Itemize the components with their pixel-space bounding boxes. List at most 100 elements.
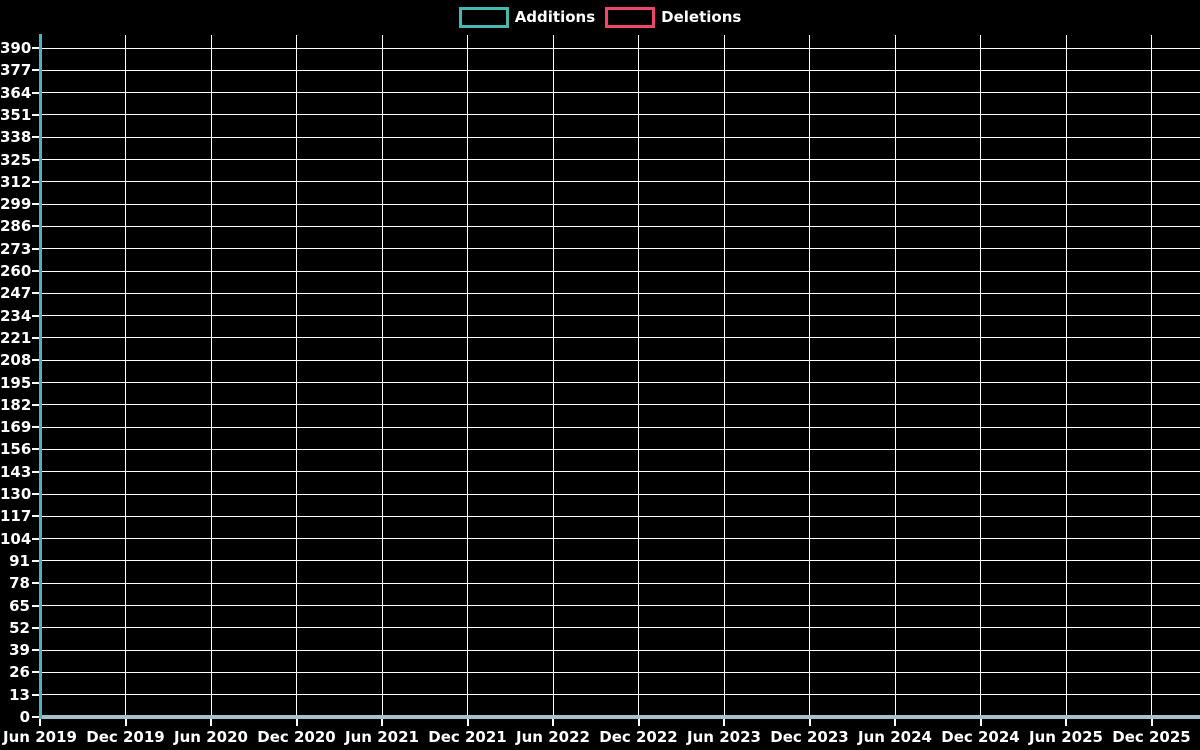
y-gridline — [40, 694, 1200, 696]
y-axis-tick — [32, 91, 40, 94]
legend-item-deletions[interactable]: Deletions — [605, 6, 741, 28]
legend-item-additions[interactable]: Additions — [458, 6, 596, 28]
y-gridline — [40, 203, 1200, 205]
y-axis-tick-label: 299 — [0, 195, 32, 214]
x-axis-tick — [381, 717, 383, 726]
x-axis-tick — [124, 717, 127, 726]
x-axis-tick — [466, 717, 469, 726]
y-gridline — [40, 627, 1200, 629]
y-axis-tick-label: 364 — [0, 83, 32, 102]
y-axis-tick-label: 182 — [0, 395, 32, 414]
y-gridline — [40, 337, 1200, 339]
x-axis-tick — [39, 717, 41, 726]
y-gridline — [40, 225, 1200, 227]
y-axis-tick — [32, 559, 40, 562]
y-gridline — [40, 538, 1200, 540]
y-axis-tick-label: 65 — [9, 596, 30, 615]
y-gridline — [40, 426, 1200, 428]
y-axis-tick-label: 13 — [9, 685, 30, 704]
x-gridline — [1151, 35, 1152, 717]
x-gridline — [381, 35, 383, 717]
y-axis-tick — [32, 381, 40, 384]
y-gridline — [40, 292, 1200, 294]
x-gridline — [638, 35, 639, 717]
y-gridline — [40, 270, 1200, 272]
y-gridline — [40, 605, 1200, 606]
y-gridline — [40, 649, 1200, 651]
y-axis-tick — [32, 359, 40, 362]
y-gridline — [40, 315, 1200, 317]
y-axis-tick — [32, 426, 40, 429]
chart-legend: Additions Deletions — [0, 6, 1200, 28]
y-axis-tick-label: 117 — [0, 507, 32, 526]
series-zero-line — [40, 715, 1200, 719]
y-axis-tick — [32, 225, 40, 228]
x-gridline — [125, 35, 126, 717]
y-axis-tick — [32, 113, 40, 116]
y-axis-tick-label: 260 — [0, 262, 32, 280]
y-axis-tick-label: 377 — [0, 61, 32, 80]
y-gridline — [40, 47, 1200, 49]
x-axis-tick — [979, 717, 982, 726]
y-axis-tick — [32, 515, 40, 518]
y-axis-tick — [32, 292, 40, 295]
legend-label: Additions — [514, 8, 596, 26]
y-axis-tick-label: 169 — [0, 418, 32, 437]
y-gridline — [40, 404, 1200, 406]
y-axis-tick — [32, 582, 40, 585]
y-axis-tick-label: 273 — [0, 239, 32, 258]
y-axis-tick — [32, 537, 40, 540]
y-axis-tick-label: 221 — [0, 328, 32, 347]
x-gridline — [809, 35, 810, 717]
x-gridline — [210, 35, 212, 717]
y-gridline — [40, 515, 1200, 517]
x-axis-tick — [808, 717, 811, 726]
y-gridline — [40, 69, 1200, 71]
y-axis-tick-label: 91 — [9, 551, 30, 570]
y-gridline — [40, 560, 1200, 562]
y-gridline — [40, 582, 1200, 584]
y-gridline — [40, 671, 1200, 673]
y-axis-tick — [32, 136, 40, 139]
y-axis-tick — [32, 649, 40, 652]
y-axis-tick-label: 208 — [0, 351, 32, 370]
y-axis-tick-label: 338 — [0, 128, 32, 147]
y-axis-tick — [32, 671, 40, 674]
y-axis-tick-label: 26 — [9, 663, 30, 682]
x-axis-tick-label: Dec 2025 — [1112, 728, 1191, 746]
x-axis-tick — [894, 717, 896, 726]
x-axis-tick-label: Jun 2022 — [516, 728, 590, 746]
x-axis-tick — [295, 717, 298, 726]
x-gridline — [552, 35, 554, 717]
y-axis-tick-label: 312 — [0, 172, 32, 191]
x-axis-tick — [552, 717, 554, 726]
legend-marker-additions — [458, 6, 509, 28]
x-axis-tick-label: Dec 2022 — [599, 728, 678, 746]
y-axis-tick-label: 351 — [0, 105, 32, 124]
x-axis-tick-label: Jun 2019 — [3, 728, 77, 746]
y-axis-tick — [32, 69, 40, 72]
y-axis-tick-label: 325 — [0, 150, 32, 169]
y-axis-tick — [32, 158, 40, 161]
y-axis-tick-label: 234 — [0, 306, 32, 325]
y-axis-tick-label: 0 — [19, 708, 30, 726]
legend-marker-deletions — [605, 6, 656, 28]
x-axis-tick — [1065, 717, 1067, 726]
y-axis-tick-label: 78 — [9, 574, 30, 593]
y-gridline — [40, 92, 1200, 94]
x-gridline — [980, 35, 981, 717]
x-axis-tick — [723, 717, 725, 726]
y-gridline — [40, 471, 1200, 473]
y-gridline — [40, 382, 1200, 383]
x-axis-tick-label: Jun 2024 — [858, 728, 932, 746]
series-line-additions — [38, 34, 42, 719]
y-gridline — [40, 159, 1200, 160]
y-gridline — [40, 248, 1200, 250]
x-gridline — [723, 35, 725, 717]
y-axis-tick — [32, 716, 40, 718]
x-axis-tick-label: Jun 2023 — [687, 728, 761, 746]
y-axis-tick — [32, 493, 40, 495]
x-axis-tick-label: Jun 2020 — [174, 728, 248, 746]
y-axis-tick — [32, 247, 40, 250]
